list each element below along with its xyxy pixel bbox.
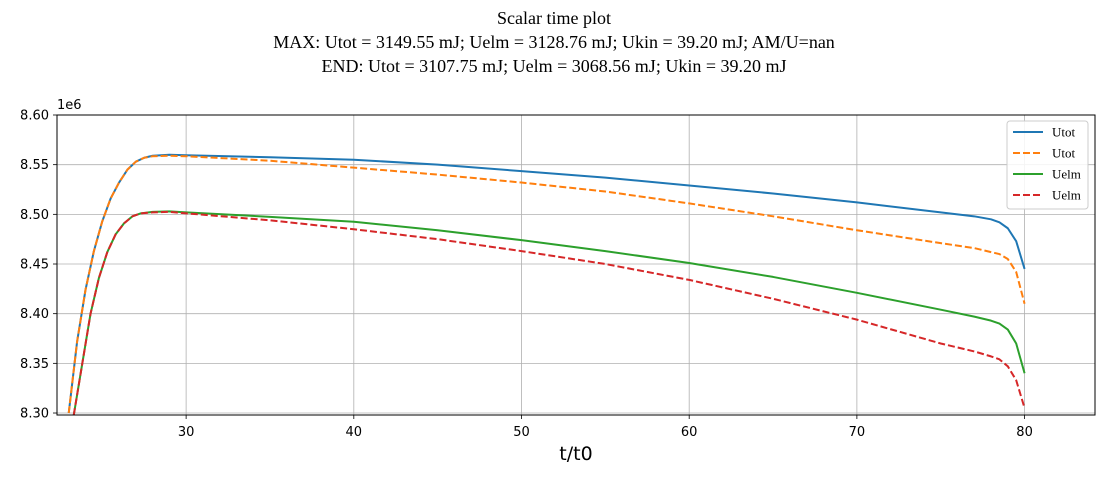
y-tick-label: 8.35 (20, 357, 49, 372)
series-line-1 (67, 153, 1026, 414)
legend-frame (1006, 120, 1089, 210)
plot-area (56, 114, 1096, 416)
series-line-4 (72, 210, 1026, 415)
y-tick-label: 8.40 (20, 307, 49, 322)
x-tick-label: 40 (346, 425, 363, 440)
tick-layer: 30 40 50 60 70 80 8.30 8.35 8.40 8.45 8.50 8.55 8.60 (20, 109, 1033, 441)
plot-frame (56, 114, 1096, 416)
legend-label: Uelm (1052, 167, 1081, 182)
y-tick-label: 8.55 (20, 158, 49, 173)
legend-label: Utot (1052, 125, 1076, 140)
chart-subtitle-max: MAX: Utot = 3149.55 mJ; Uelm = 3128.76 m… (273, 32, 835, 52)
series-layer (67, 153, 1026, 415)
y-tick-label: 8.60 (20, 109, 49, 124)
legend-label: Uelm (1052, 188, 1081, 203)
x-tick-label: 80 (1016, 425, 1033, 440)
y-offset-label: 1e6 (57, 98, 82, 113)
legend-entries: Utot Utot Uelm Uelm (1013, 125, 1081, 203)
x-axis-label: t/t0 (559, 443, 592, 465)
y-tick-label: 8.30 (20, 407, 49, 422)
plot-background (57, 115, 1095, 415)
series-line-2 (67, 154, 1026, 414)
x-tick-label: 60 (681, 425, 698, 440)
chart-title: Scalar time plot (497, 8, 611, 28)
x-tick-label: 30 (178, 425, 195, 440)
chart-subtitle-end: END: Utot = 3107.75 mJ; Uelm = 3068.56 m… (322, 56, 787, 76)
x-tick-label: 70 (849, 425, 866, 440)
legend-label: Utot (1052, 146, 1076, 161)
y-tick-label: 8.45 (20, 258, 49, 273)
legend: Utot Utot Uelm Uelm (1006, 120, 1089, 210)
y-tick-label: 8.50 (20, 208, 49, 223)
x-tick-label: 50 (513, 425, 530, 440)
